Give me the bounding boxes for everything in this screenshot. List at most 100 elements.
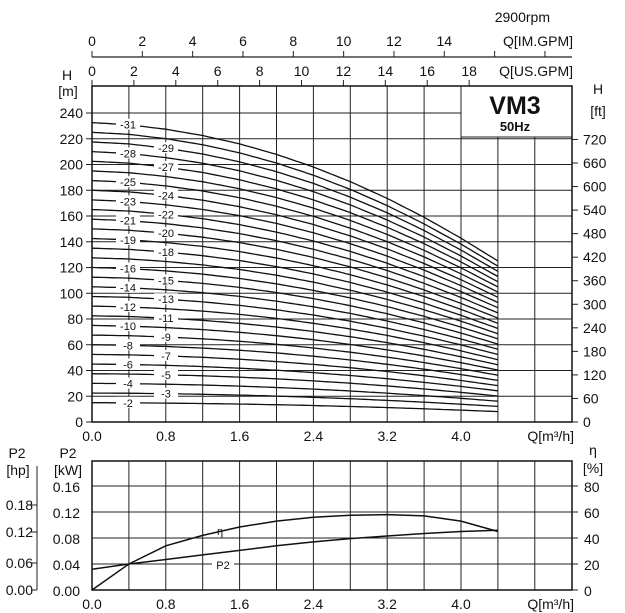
stage-label-bg <box>116 358 140 370</box>
stage-label: -18 <box>158 247 174 259</box>
stage-label-bg <box>116 214 140 226</box>
us-gpm-tick-label: 12 <box>336 63 352 79</box>
us-gpm-tick-label: 2 <box>130 63 138 79</box>
x-tick-label: 1.6 <box>230 428 250 444</box>
x-tick-label: 0.8 <box>156 596 176 612</box>
x-tick-label: 0.0 <box>82 596 102 612</box>
stage-label-bg <box>116 300 140 312</box>
stage-label: -25 <box>120 177 136 189</box>
y-tick-label-m: 200 <box>60 157 84 173</box>
stage-label: -6 <box>123 359 133 371</box>
chart-title: VM3 <box>489 92 540 120</box>
stage-label-bg <box>154 208 178 220</box>
stage-label: -29 <box>158 143 174 155</box>
y-tick-label-ft: 0 <box>583 414 591 430</box>
x-tick-label: 3.2 <box>377 596 397 612</box>
stage-label: -10 <box>120 321 136 333</box>
y-tick-label-m: 160 <box>60 208 84 224</box>
stage-label: -22 <box>158 209 174 221</box>
stage-label-bg <box>154 349 178 361</box>
stage-label-bg <box>116 320 140 332</box>
y-tick-label-kw: 0.00 <box>53 583 80 599</box>
speed-label: 2900rpm <box>495 9 550 25</box>
stage-label-bg <box>154 227 178 239</box>
stage-label-bg <box>154 331 178 343</box>
stage-label-bg <box>154 293 178 305</box>
stage-label: -9 <box>161 332 171 344</box>
y-tick-label-hp: 0.12 <box>6 524 33 540</box>
y-tick-label-ft: 60 <box>583 390 599 406</box>
us-gpm-tick-label: 14 <box>378 63 394 79</box>
x-axis-label: Q[m³/h] <box>527 428 574 444</box>
stage-label: -16 <box>120 264 136 276</box>
x-tick-label: 0.8 <box>156 428 176 444</box>
stage-label: -8 <box>123 340 133 352</box>
head-curve-stage-10 <box>91 324 499 371</box>
y-tick-label-eff: 80 <box>584 479 600 495</box>
stage-label: -27 <box>158 162 174 174</box>
y-tick-label-ft: 240 <box>583 320 607 336</box>
y-axis-title-kw: P2 <box>59 445 76 461</box>
y-tick-label-eff: 60 <box>584 505 600 521</box>
head-curve-stage-29 <box>91 141 499 272</box>
stage-label: -13 <box>158 294 174 306</box>
head-curve-stage-21 <box>91 218 499 314</box>
y-axis-unit-hp: [hp] <box>6 462 29 478</box>
y-tick-label-ft: 720 <box>583 131 607 147</box>
us-gpm-tick-label: 0 <box>88 63 96 79</box>
y-tick-label-hp: 0.00 <box>6 582 33 598</box>
head-curve-stage-14 <box>91 286 499 350</box>
stage-label-bg <box>116 233 140 245</box>
us-gpm-tick-label: 10 <box>294 63 310 79</box>
stage-label: -28 <box>120 148 136 160</box>
y-axis-title-eff: η <box>589 442 597 458</box>
im-gpm-tick-label: 2 <box>138 33 146 49</box>
stage-label: -21 <box>120 216 136 228</box>
us-gpm-tick-label: 6 <box>214 63 222 79</box>
power-curve-label: P2 <box>216 560 229 572</box>
y-tick-label-m: 140 <box>60 234 84 250</box>
im-gpm-tick-label: 14 <box>437 33 453 49</box>
stage-label: -20 <box>158 228 174 240</box>
head-curve-stage-30 <box>91 131 499 267</box>
head-curve-stage-28 <box>91 150 499 278</box>
stage-label: -14 <box>120 283 136 295</box>
y-tick-label-ft: 480 <box>583 226 607 242</box>
stage-label: -11 <box>158 313 173 325</box>
title-box <box>460 85 573 138</box>
head-curve-stage-12 <box>91 305 499 361</box>
efficiency-curve-label: η <box>217 526 223 538</box>
im-gpm-tick-label: 12 <box>386 33 402 49</box>
power-curve <box>91 529 498 570</box>
y-tick-label-eff: 40 <box>584 531 600 547</box>
us-gpm-tick-label: 16 <box>419 63 435 79</box>
us-gpm-axis-label: Q[US.GPM] <box>499 63 573 79</box>
y-tick-label-m: 80 <box>67 311 83 327</box>
us-gpm-tick-label: 8 <box>256 63 264 79</box>
head-curve-stage-6 <box>92 363 498 392</box>
stage-label: -4 <box>123 379 133 391</box>
stage-label: -23 <box>120 196 136 208</box>
stage-label-bg <box>154 387 178 399</box>
y-tick-label-ft: 600 <box>583 179 607 195</box>
y-tick-label-ft: 360 <box>583 273 607 289</box>
y-tick-label-m: 60 <box>67 337 83 353</box>
x-tick-label: 3.2 <box>377 428 397 444</box>
chart-subtitle: 50Hz <box>500 119 531 134</box>
y-tick-label-m: 40 <box>67 363 83 379</box>
stage-label-bg <box>116 396 140 408</box>
y-tick-label-ft: 120 <box>583 367 607 383</box>
head-curve-stage-17 <box>91 257 499 335</box>
stage-label: -7 <box>161 351 171 363</box>
stage-label-bg <box>116 262 140 274</box>
head-curve-stage-2 <box>92 402 498 413</box>
stage-label-bg <box>116 377 140 389</box>
stage-label-bg <box>116 147 140 159</box>
stage-label: -5 <box>161 370 171 382</box>
im-gpm-tick-label: 0 <box>88 33 96 49</box>
stage-label: -15 <box>158 275 174 287</box>
x-tick-label: 1.6 <box>230 596 250 612</box>
stage-label-bg <box>154 246 178 258</box>
head-curve-stage-19 <box>91 237 499 324</box>
